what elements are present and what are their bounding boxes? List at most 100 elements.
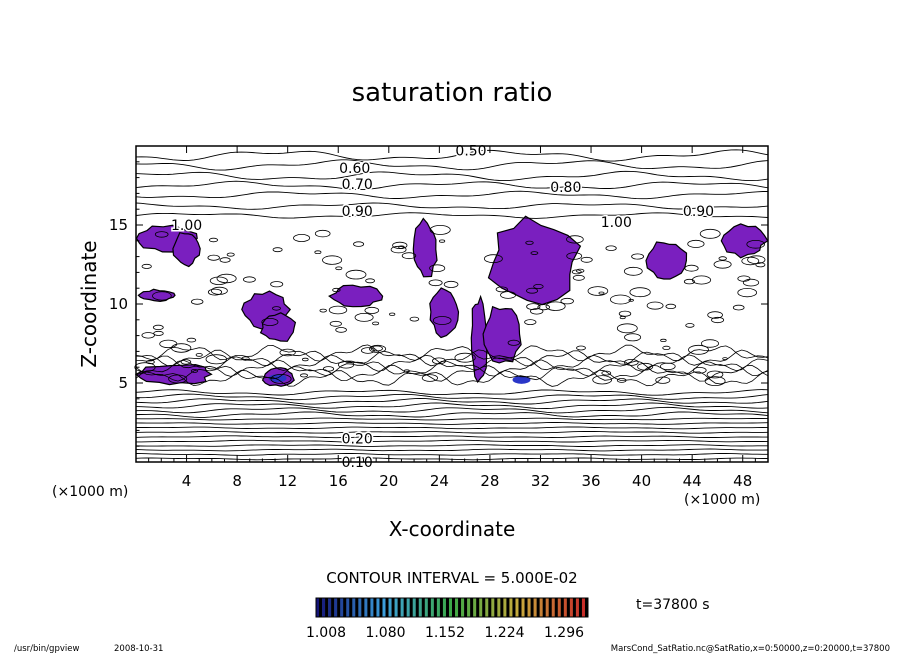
- contour-loop: [345, 269, 367, 280]
- contour-line: [135, 398, 769, 405]
- x-tick-label: 44: [683, 472, 702, 490]
- contour-loop: [360, 347, 375, 354]
- shaded-region-8: [470, 294, 488, 384]
- colorbar-cell: [439, 598, 444, 617]
- colorbar-cell: [418, 598, 423, 617]
- contour-label-0: 0.50: [455, 144, 486, 160]
- footer-program: /usr/bin/gpview: [14, 644, 79, 654]
- contour-loop: [152, 291, 172, 301]
- contour-loop: [154, 231, 169, 238]
- contour-loop: [533, 283, 544, 289]
- colorbar-cell: [376, 598, 380, 617]
- colorbar-cell: [445, 598, 450, 617]
- colorbar-cell: [442, 598, 447, 617]
- contour-loop: [429, 264, 446, 273]
- contour-loop: [141, 332, 155, 339]
- contour-loop: [146, 359, 155, 365]
- contour-loop: [545, 301, 566, 311]
- contour-label-3: 0.80: [550, 180, 581, 196]
- contour-loop: [372, 321, 380, 326]
- contour-loop: [364, 306, 380, 314]
- contour-line: [135, 149, 769, 162]
- contour-loop: [270, 373, 292, 384]
- colorbar-cell: [515, 598, 519, 617]
- colorbar-cell: [545, 598, 550, 617]
- colorbar-cell: [551, 598, 556, 617]
- colorbar-cell: [385, 598, 389, 617]
- contour-loop: [443, 280, 459, 288]
- contour-label-7: 1.00: [601, 215, 632, 231]
- contour-line: [135, 190, 768, 200]
- contour-loop: [261, 317, 279, 326]
- colorbar-cell: [337, 598, 341, 617]
- colorbar-cell: [409, 598, 414, 617]
- contour-loop: [495, 286, 508, 293]
- colorbar-cell: [575, 598, 580, 617]
- colorbar-cell: [364, 598, 368, 617]
- colorbar-cell: [506, 598, 510, 617]
- contour-label-9: 0.10: [342, 455, 373, 471]
- contour-loop: [438, 239, 446, 243]
- contour-loop: [301, 357, 309, 362]
- contour-line: [136, 439, 769, 443]
- contour-loop: [701, 339, 720, 348]
- colorbar-cell: [470, 598, 474, 617]
- contour-loop: [190, 298, 204, 305]
- colorbar-cell: [485, 598, 489, 617]
- colorbar-cell: [566, 598, 571, 617]
- contour-loop: [390, 245, 407, 254]
- x-tick-label: 48: [733, 472, 752, 490]
- x-tick-label: 36: [581, 472, 600, 490]
- colorbar: [315, 597, 589, 618]
- contour-line: [135, 349, 769, 367]
- contour-loop: [587, 286, 609, 296]
- colorbar-tick-label: 1.080: [365, 625, 405, 641]
- contour-loop: [353, 241, 365, 247]
- contour-loop: [335, 327, 347, 333]
- colorbar-cell: [548, 598, 553, 617]
- colorbar-cell: [436, 598, 441, 617]
- colorbar-cell: [322, 598, 326, 617]
- contour-loop: [688, 344, 709, 355]
- contour-loop: [623, 266, 643, 276]
- colorbar-tick-label: 1.008: [306, 625, 346, 641]
- colorbar-cell: [464, 598, 468, 617]
- colorbar-cell: [512, 598, 516, 617]
- contour-loop: [711, 316, 725, 324]
- y-axis-ticks: 5 10 15: [109, 161, 768, 447]
- colorbar-cell: [328, 598, 332, 617]
- contour-loop: [329, 320, 342, 327]
- contour-loop: [299, 373, 308, 378]
- contour-loop: [706, 370, 724, 379]
- colorbar-cell: [521, 598, 525, 617]
- x-tick-label: 28: [480, 472, 499, 490]
- colorbar-cell: [560, 598, 565, 617]
- contour-loop: [219, 257, 231, 263]
- contour-loop: [421, 374, 438, 382]
- y-axis-label: Z-coordinate: [77, 240, 101, 367]
- contour-line: [135, 430, 769, 434]
- contour-loop: [483, 254, 503, 264]
- supersaturated-regions: [134, 215, 769, 387]
- contour-loop: [691, 275, 712, 285]
- colorbar-cell: [415, 598, 420, 617]
- shaded-region-12: [720, 223, 769, 259]
- chart-title: saturation ratio: [352, 78, 553, 108]
- colorbar-cell: [316, 598, 320, 617]
- colorbar-cell: [352, 598, 356, 617]
- colorbar-cell: [494, 598, 498, 617]
- contour-label-2: 0.70: [342, 177, 373, 193]
- colorbar-cell: [518, 598, 522, 617]
- colorbar-cell: [433, 598, 438, 617]
- x-axis-ticks: 4 8 12 16 20 24 28 32 36 40 44 48: [148, 146, 756, 490]
- contour-loop: [428, 279, 443, 287]
- contour-loop: [335, 266, 343, 271]
- contour-label-6: 1.00: [171, 218, 202, 234]
- contour-line: [135, 359, 769, 377]
- shaded-region-10: [482, 305, 522, 364]
- contour-loop: [742, 278, 760, 287]
- colorbar-cell: [355, 598, 359, 617]
- contour-loop: [500, 291, 517, 299]
- contour-loop: [354, 312, 374, 322]
- contour-line: [135, 393, 769, 401]
